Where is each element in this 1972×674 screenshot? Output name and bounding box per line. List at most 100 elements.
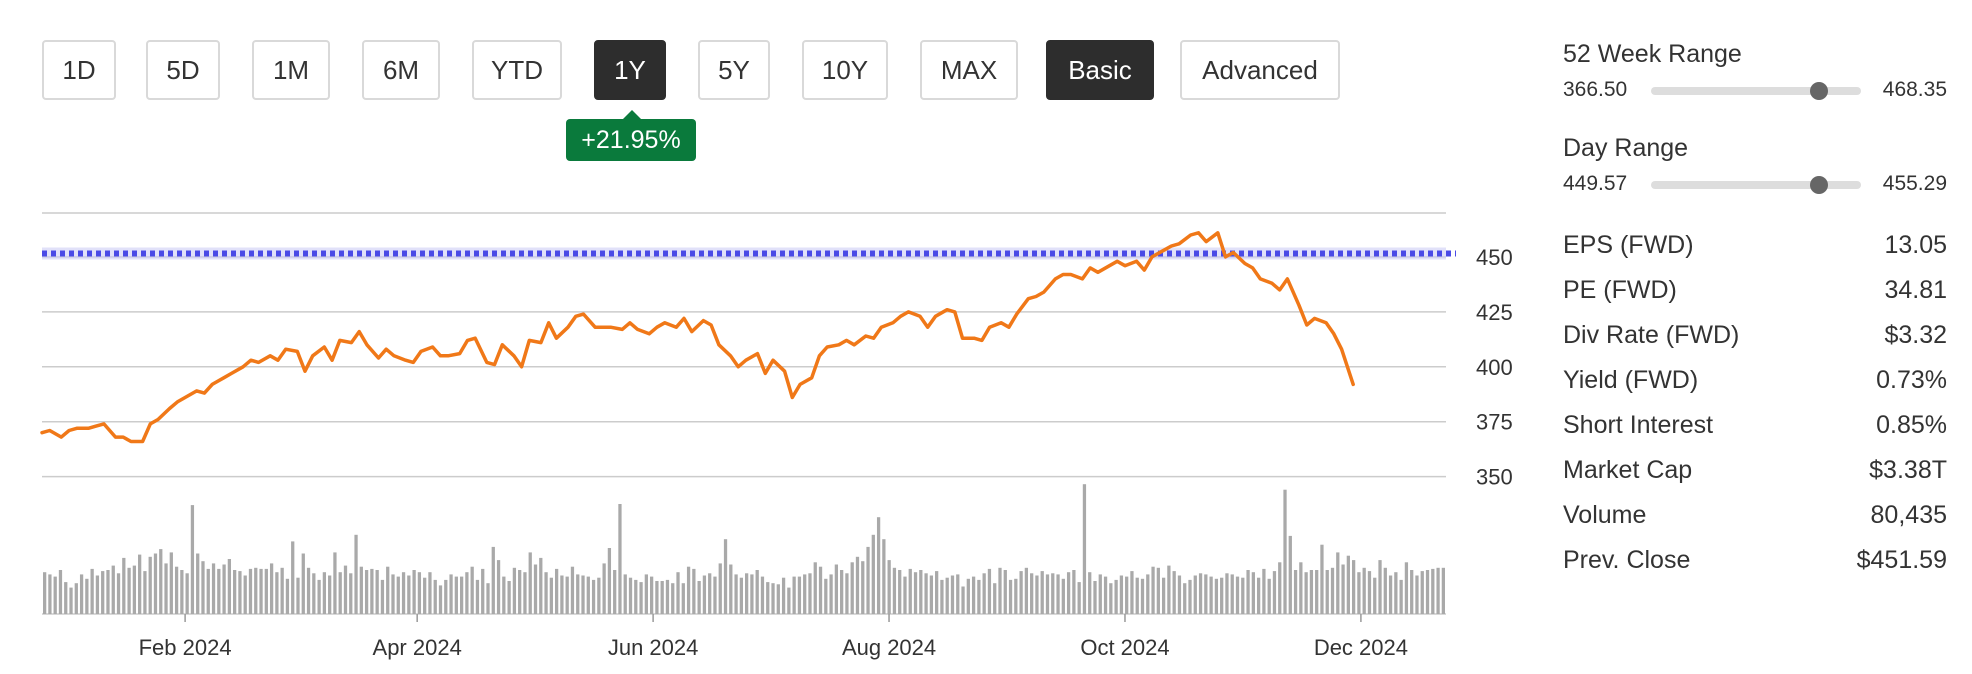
volume-bar [1125,576,1129,614]
volume-bar [1140,578,1145,614]
range-1m-button[interactable]: 1M [252,40,330,100]
volume-bar [401,572,406,614]
volume-bar [544,572,548,614]
volume-bar [1383,567,1387,614]
volume-bar [1193,575,1197,614]
volume-bar [196,553,200,614]
volume-bar [560,575,564,614]
volume-bar [818,566,823,614]
volume-bar [586,576,590,614]
volume-bar [1088,572,1092,614]
volume-bar [950,575,955,614]
x-tick-label: Apr 2024 [373,635,462,660]
y-tick-label: 350 [1476,465,1513,490]
volume-bar [233,570,237,614]
volume-bar [417,572,422,614]
volume-bar [1315,570,1319,614]
stat-label: Prev. Close [1563,546,1691,574]
volume-bar [1151,566,1155,614]
volume-bar [1251,572,1255,614]
range-6m-button[interactable]: 6M [362,40,440,100]
volume-bar [359,566,363,614]
volume-bar [913,572,918,614]
volume-bar [1225,573,1229,614]
volume-bar [940,579,944,614]
volume-bar [971,576,976,614]
volume-bar [861,561,865,614]
volume-bar [507,581,511,614]
range-10y-button[interactable]: 10Y [802,40,888,100]
day-range-marker [1810,176,1828,194]
range-1d-button[interactable]: 1D [42,40,116,100]
volume-bar [1198,573,1203,614]
volume-bar [1072,570,1076,614]
volume-bar [935,571,939,614]
range-max-button[interactable]: MAX [920,40,1018,100]
volume-bar [850,562,854,614]
range-5y-button[interactable]: 5Y [698,40,770,100]
volume-bar [111,565,115,614]
volume-bar [201,561,205,614]
range-1y-button[interactable]: 1Y [594,40,666,100]
range-ytd-button[interactable]: YTD [472,40,562,100]
basic-view-button[interactable]: Basic [1046,40,1154,100]
volume-bar [1235,576,1240,614]
advanced-view-button[interactable]: Advanced [1180,40,1340,100]
volume-bar [116,573,121,614]
y-tick-label: 375 [1476,410,1513,435]
volume-bar [892,567,897,614]
volume-bar [1103,576,1108,614]
volume-bar [132,565,137,614]
volume-bar [1341,564,1345,614]
volume-bar [787,587,791,614]
volume-bar [1019,571,1023,614]
volume-bar [876,517,881,614]
volume-bar [328,575,332,614]
volume-bar [1267,578,1271,614]
volume-bar [797,576,802,614]
y-tick-label: 400 [1476,355,1513,380]
stat-eps: EPS (FWD) 13.05 [1563,225,1947,265]
volume-bar [1278,562,1282,614]
volume-bar [655,581,659,614]
volume-bar [1040,571,1044,614]
volume-bar [1367,571,1372,614]
volume-bar [1410,570,1414,614]
volume-bar [412,570,416,614]
volume-bar [1130,571,1134,614]
volume-bar [908,568,912,614]
range-5d-button[interactable]: 5D [146,40,220,100]
volume-bar [681,583,685,614]
stat-value: $3.38T [1869,456,1947,484]
volume-bar [549,577,553,614]
week52-range-track [1651,82,1861,100]
day-range-title: Day Range [1563,134,1689,162]
stat-value: 34.81 [1884,276,1947,304]
volume-bar [1325,570,1329,614]
volume-bar [808,573,812,614]
volume-bar [723,539,728,614]
volume-bar [966,578,970,614]
volume-bar [1362,567,1366,614]
volume-bar [745,573,749,614]
volume-bar [597,577,601,614]
volume-bar [407,575,411,614]
volume-bar [866,546,870,614]
volume-bar [1056,574,1060,614]
volume-bar [607,548,612,614]
volume-bar [961,586,965,614]
volume-bar [1351,560,1356,614]
volume-bar [528,552,532,614]
volume-bar [1262,568,1266,614]
volume-bar [101,571,105,614]
volume-bar [639,582,643,614]
volume-bar [855,556,860,614]
volume-bar [264,568,268,614]
volume-bar [164,563,168,614]
volume-bar [613,570,617,614]
stat-value: $3.32 [1884,321,1947,349]
volume-bar [238,571,242,614]
volume-bar [628,577,633,614]
volume-bar [159,549,163,614]
stat-value: 0.73% [1876,366,1947,394]
